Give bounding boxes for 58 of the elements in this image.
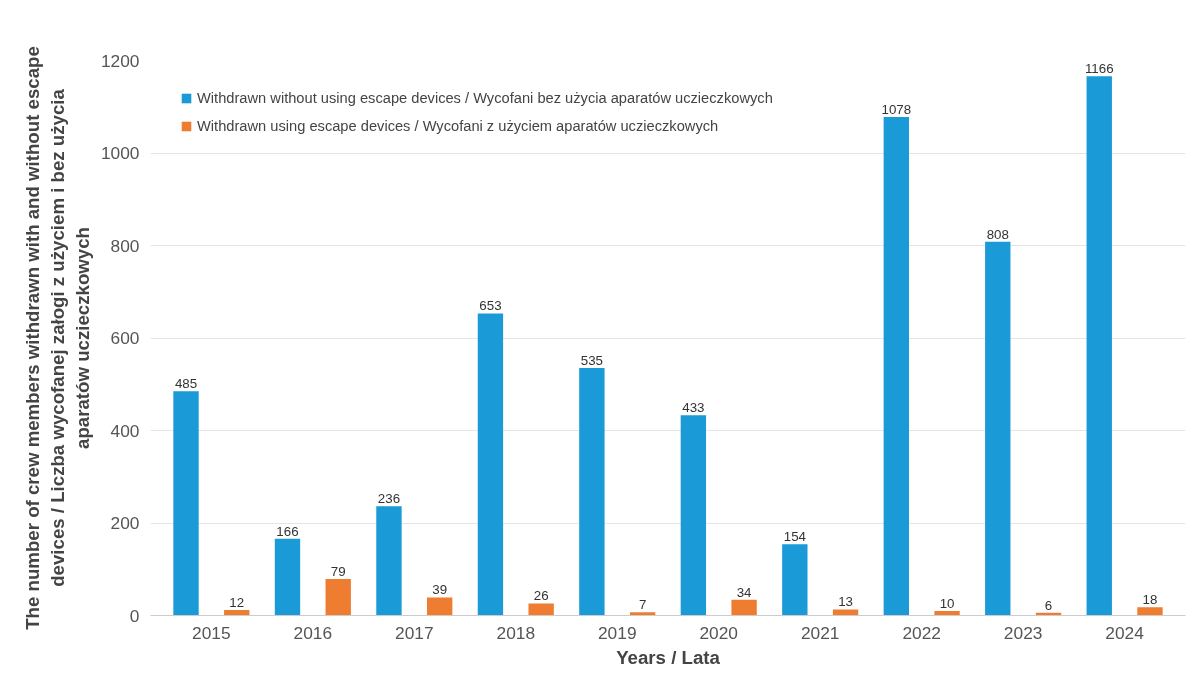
data-label: 1166 xyxy=(1084,61,1114,77)
x-axis-title: Years / Lata xyxy=(616,646,721,668)
data-label: 535 xyxy=(580,353,604,369)
data-label: 485 xyxy=(174,376,198,392)
bar xyxy=(629,612,656,616)
x-tick-label: 2015 xyxy=(192,622,231,643)
y-tick-label: 1200 xyxy=(100,50,140,71)
y-tick-label: 800 xyxy=(110,235,140,256)
data-label: 1078 xyxy=(881,101,912,117)
data-label: 39 xyxy=(432,582,448,598)
y-axis-title: The number of crew members withdrawn with and without escape devices / Liczba wycofanej załogi z użyciem i bez użycia aparatów uczieczkowych xyxy=(21,46,93,630)
legend-label: Withdrawn using escape devices / Wycofani z użyciem aparatów uczieczkowych xyxy=(197,118,719,134)
bar xyxy=(325,578,351,616)
data-label: 26 xyxy=(533,588,549,604)
bar xyxy=(731,599,757,616)
bar xyxy=(1086,76,1112,616)
data-label: 433 xyxy=(682,400,705,416)
x-tick-label: 2024 xyxy=(1105,622,1145,643)
bar xyxy=(376,506,402,616)
data-label: 653 xyxy=(479,298,502,314)
data-label: 236 xyxy=(377,491,401,507)
data-label: 6 xyxy=(1044,597,1053,613)
y-tick-label: 1000 xyxy=(100,143,140,163)
bar xyxy=(985,241,1011,616)
bar xyxy=(528,603,554,616)
bar xyxy=(427,597,453,616)
data-label: 10 xyxy=(939,595,955,611)
bar xyxy=(477,313,504,616)
bar xyxy=(579,368,605,616)
x-tick-label: 2022 xyxy=(902,622,941,643)
data-label: 79 xyxy=(330,563,346,579)
y-tick-label: 600 xyxy=(110,328,140,348)
bar xyxy=(680,415,707,616)
x-tick-label: 2020 xyxy=(699,622,739,643)
data-label: 7 xyxy=(638,597,647,613)
data-label: 13 xyxy=(838,594,853,610)
x-tick-label: 2017 xyxy=(395,622,434,643)
data-label: 808 xyxy=(986,226,1009,242)
bar xyxy=(173,391,199,616)
data-label: 12 xyxy=(229,594,245,610)
legend-label: Withdrawn without using escape devices / Wycofani bez użycia aparatów uczieczkowych xyxy=(197,90,773,106)
data-label: 154 xyxy=(783,529,807,545)
y-tick-label: 200 xyxy=(110,513,140,533)
bar xyxy=(883,116,909,616)
x-tick-label: 2019 xyxy=(597,622,637,643)
y-tick-label: 400 xyxy=(110,420,140,441)
y-tick-label: 0 xyxy=(129,605,140,626)
bar xyxy=(274,538,301,616)
data-label: 34 xyxy=(736,584,753,600)
x-tick-label: 2021 xyxy=(800,622,840,643)
x-tick-label: 2016 xyxy=(293,622,333,643)
x-tick-label: 2023 xyxy=(1003,622,1043,643)
data-label: 166 xyxy=(276,523,299,539)
data-label: 18 xyxy=(1142,592,1158,608)
bar xyxy=(782,544,808,616)
bar xyxy=(1137,607,1163,616)
bar xyxy=(832,609,859,616)
x-tick-label: 2018 xyxy=(496,622,536,643)
